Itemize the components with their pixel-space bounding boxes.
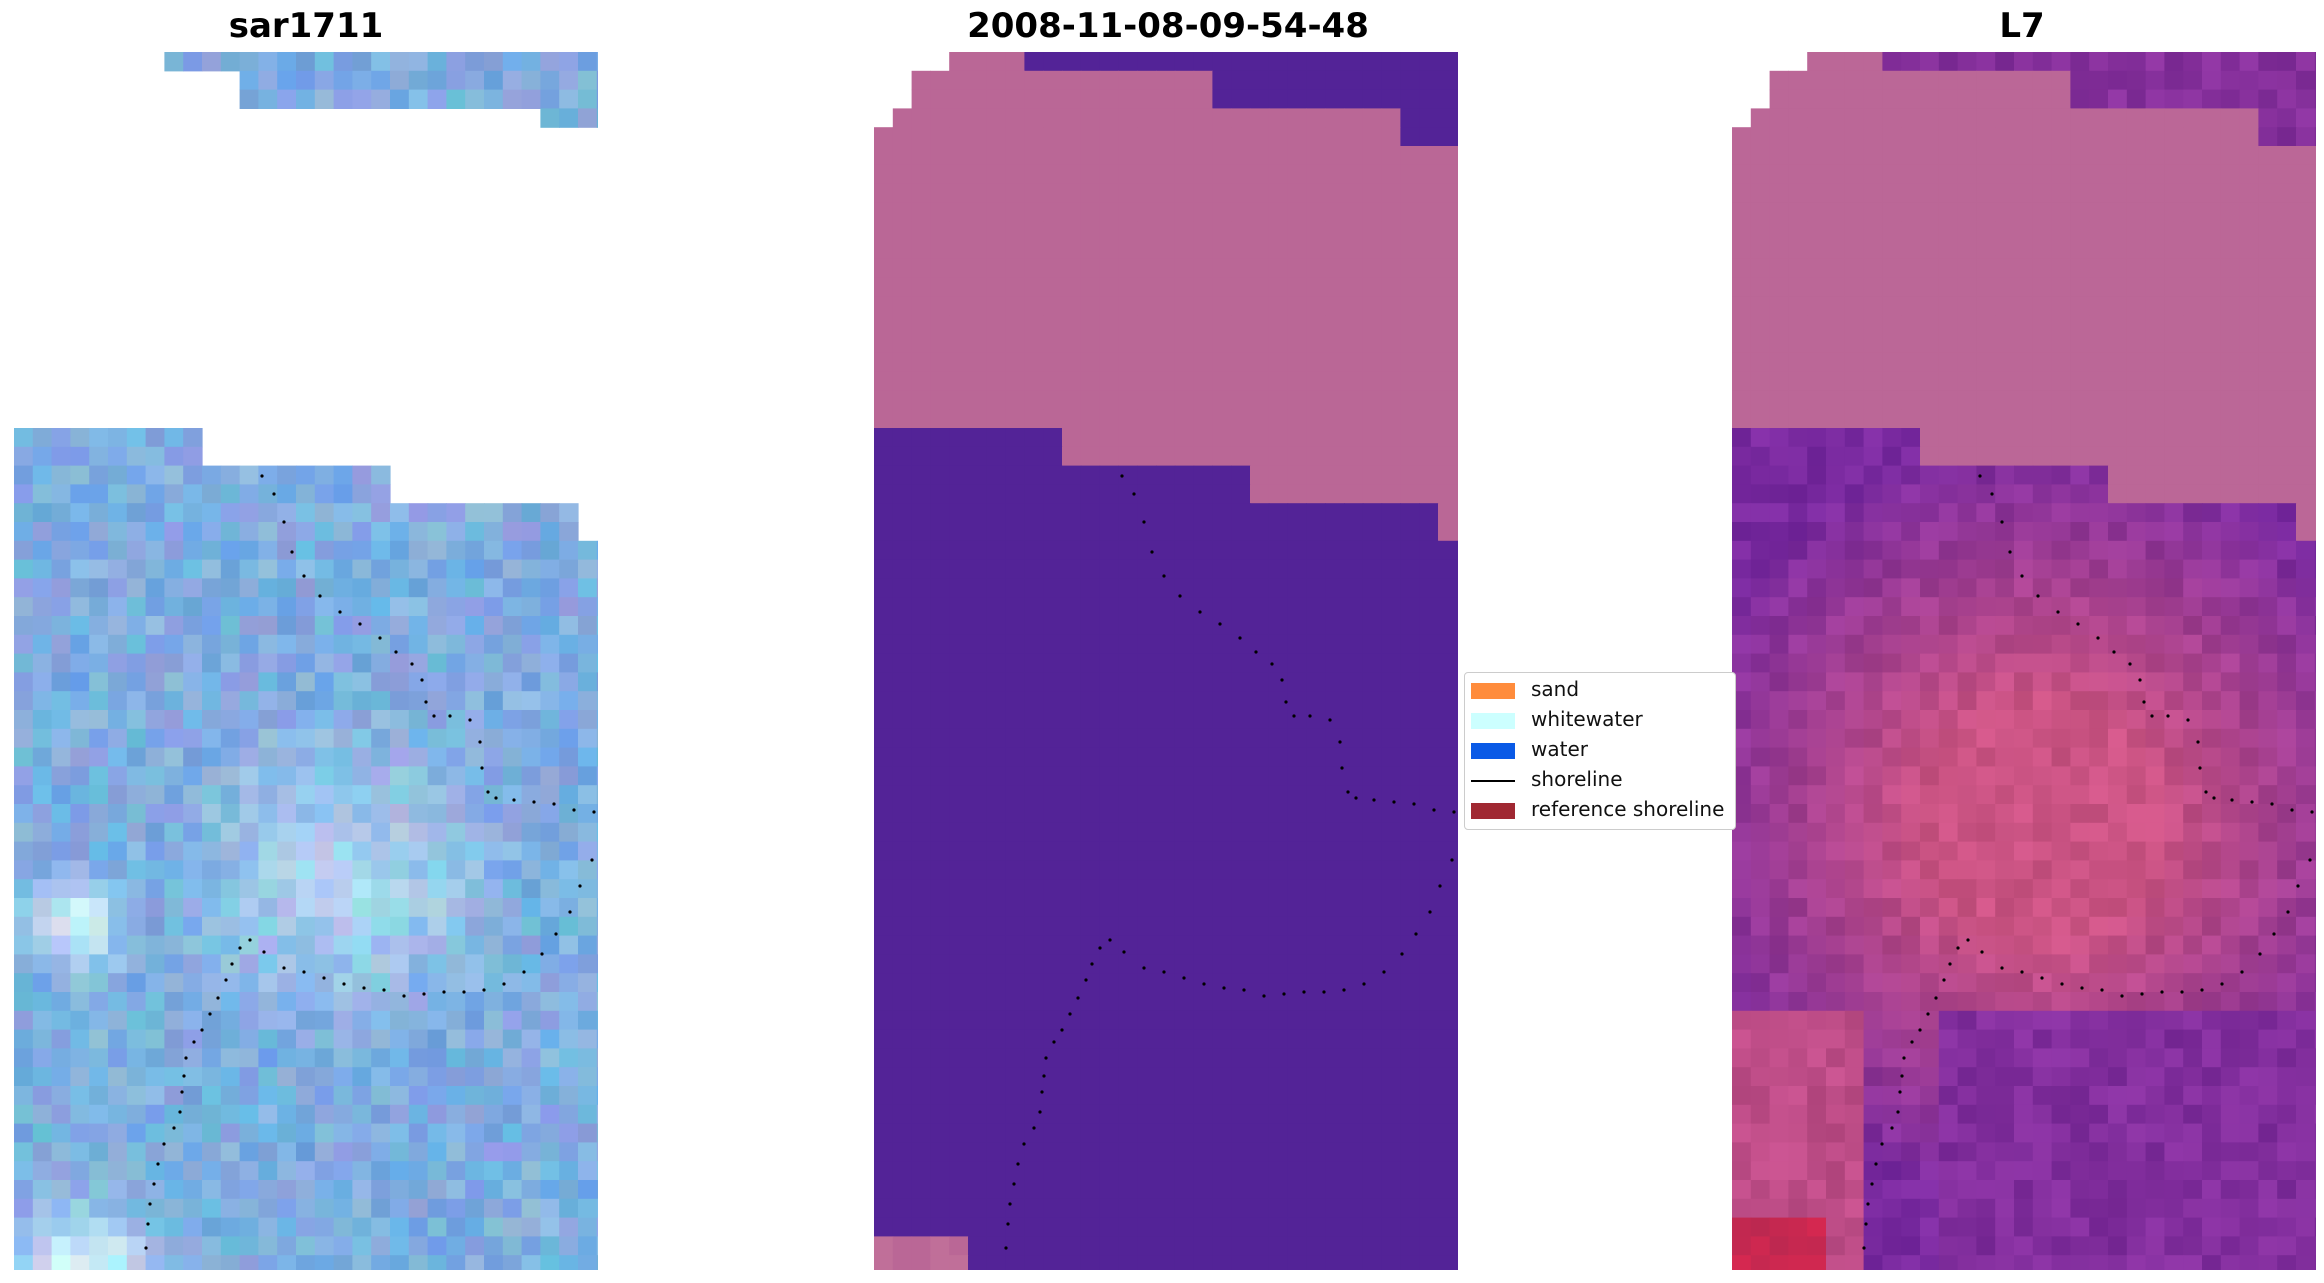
legend-label: whitewater — [1531, 707, 1643, 731]
legend-item-shoreline: shoreline — [1465, 765, 1735, 795]
legend-item-sand: sand — [1465, 675, 1735, 705]
water-swatch — [1471, 743, 1515, 759]
index-image — [1732, 52, 2316, 1270]
reference-shoreline-swatch — [1471, 803, 1515, 819]
sar-image-panel — [14, 52, 598, 1270]
panel-title-center: 2008-11-08-09-54-48 — [967, 6, 1369, 46]
panel-title-left: sar1711 — [228, 6, 384, 46]
whitewater-swatch — [1471, 713, 1515, 729]
panel-title-right: L7 — [1999, 6, 2045, 46]
legend-item-whitewater: whitewater — [1465, 705, 1735, 735]
legend-label: shoreline — [1531, 767, 1623, 791]
legend-label: reference shoreline — [1531, 797, 1725, 821]
legend: sand whitewater water shoreline referenc… — [1464, 672, 1736, 830]
sand-swatch — [1471, 683, 1515, 699]
shoreline-line-swatch — [1471, 780, 1515, 782]
classified-image-panel — [874, 52, 1458, 1270]
classified-image — [874, 52, 1458, 1270]
legend-label: water — [1531, 737, 1588, 761]
sar-image — [14, 52, 598, 1270]
legend-item-reference-shoreline: reference shoreline — [1465, 795, 1735, 825]
legend-label: sand — [1531, 677, 1580, 701]
index-image-panel — [1732, 52, 2316, 1270]
legend-item-water: water — [1465, 735, 1735, 765]
